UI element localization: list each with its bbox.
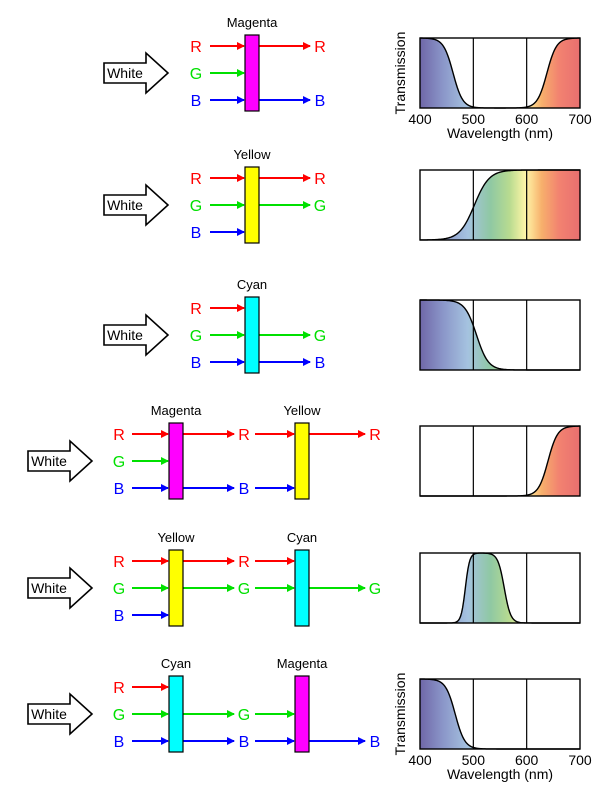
cyan-filter (168, 675, 184, 753)
white-light-arrow: White (103, 313, 170, 357)
magenta-filter (244, 34, 260, 112)
output-label-r: R (238, 427, 250, 444)
cyan-filter (244, 296, 260, 374)
yellow-filter (294, 422, 310, 500)
yellow-filter-label: Yellow (157, 530, 195, 545)
white-light-label: White (31, 453, 67, 469)
input-label-g: G (113, 454, 125, 471)
white-light-label: White (31, 706, 67, 722)
transmission-plot (419, 299, 581, 371)
transmission-plot (419, 425, 581, 497)
plot-frame (419, 425, 581, 497)
input-label-r: R (190, 171, 202, 188)
input-label-b: B (191, 93, 202, 110)
output-label-g: G (238, 707, 250, 724)
magenta-filter (168, 422, 184, 500)
cyan-filter-label: Cyan (287, 530, 317, 545)
input-label-g: G (113, 581, 125, 598)
white-arrow-shape (103, 313, 170, 357)
input-label-b: B (114, 481, 125, 498)
transmitted-spectrum-fill (420, 300, 580, 370)
transmission-plot: 400 500 600 700 Wavelength (nm) Transmission (392, 673, 592, 782)
x-tick-400: 400 (408, 111, 432, 127)
cyan-filter-label: Cyan (237, 277, 267, 292)
input-label-g: G (113, 707, 125, 724)
white-light-arrow: White (103, 51, 170, 95)
output-label-r: R (369, 427, 381, 444)
input-label-b: B (114, 734, 125, 751)
input-label-b: B (114, 608, 125, 625)
plot-frame (419, 37, 581, 109)
output-label-g: G (238, 581, 250, 598)
output-label-g: G (369, 581, 381, 598)
x-tick-600: 600 (515, 752, 539, 768)
transmitted-spectrum-fill (420, 553, 580, 623)
input-label-b: B (191, 225, 202, 242)
output-label-r: R (314, 39, 326, 56)
white-light-label: White (107, 65, 143, 81)
input-label-g: G (190, 66, 202, 83)
output-label-r: R (314, 171, 326, 188)
plot-frame (419, 299, 581, 371)
x-tick-500: 500 (462, 111, 486, 127)
yellow-filter (244, 166, 260, 244)
transmission-plot: 400 500 600 700 Wavelength (nm) Transmission (392, 32, 592, 141)
output-label-g: G (314, 198, 326, 215)
white-arrow-shape (103, 183, 170, 227)
white-light-label: White (107, 327, 143, 343)
white-light-label: White (107, 197, 143, 213)
magenta-filter-label: Magenta (227, 15, 278, 30)
yellow-filter (168, 549, 184, 627)
output-label-b: B (239, 734, 250, 751)
cyan-filter (294, 549, 310, 627)
input-label-r: R (113, 427, 125, 444)
plot-frame (419, 169, 581, 241)
input-label-r: R (113, 680, 125, 697)
transmission-plot (419, 169, 581, 241)
white-light-arrow: White (27, 692, 94, 736)
output-label-b: B (239, 481, 250, 498)
input-label-r: R (113, 554, 125, 571)
magenta-filter-label: Magenta (151, 403, 202, 418)
input-label-r: R (190, 301, 202, 318)
plot-frame (419, 678, 581, 750)
transmission-plot (419, 552, 581, 624)
input-label-b: B (191, 355, 202, 372)
white-light-label: White (31, 580, 67, 596)
plot-frame (419, 552, 581, 624)
output-label-r: R (238, 554, 250, 571)
white-light-arrow: White (27, 566, 94, 610)
magenta-filter-label: Magenta (277, 656, 328, 671)
input-label-g: G (190, 198, 202, 215)
x-tick-400: 400 (408, 752, 432, 768)
x-tick-500: 500 (462, 752, 486, 768)
white-light-arrow: White (27, 439, 94, 483)
white-light-arrow: White (103, 183, 170, 227)
x-axis-label: Wavelength (nm) (447, 125, 553, 141)
white-arrow-shape (27, 439, 94, 483)
output-label-b: B (315, 93, 326, 110)
output-label-b: B (315, 355, 326, 372)
yellow-filter-label: Yellow (233, 147, 271, 162)
magenta-filter (294, 675, 310, 753)
y-axis-label: Transmission (392, 32, 408, 115)
x-tick-700: 700 (568, 752, 592, 768)
cyan-filter-label: Cyan (161, 656, 191, 671)
yellow-filter-label: Yellow (283, 403, 321, 418)
x-axis-label: Wavelength (nm) (447, 766, 553, 782)
x-tick-600: 600 (515, 111, 539, 127)
input-label-g: G (190, 328, 202, 345)
transmitted-spectrum-fill (420, 679, 580, 749)
transmitted-spectrum-fill (420, 170, 580, 240)
y-axis-label: Transmission (392, 673, 408, 756)
white-arrow-shape (27, 692, 94, 736)
x-tick-700: 700 (568, 111, 592, 127)
white-arrow-shape (103, 51, 170, 95)
output-label-g: G (314, 328, 326, 345)
input-label-r: R (190, 39, 202, 56)
white-arrow-shape (27, 566, 94, 610)
transmitted-spectrum-fill (420, 38, 580, 108)
output-label-b: B (370, 734, 381, 751)
